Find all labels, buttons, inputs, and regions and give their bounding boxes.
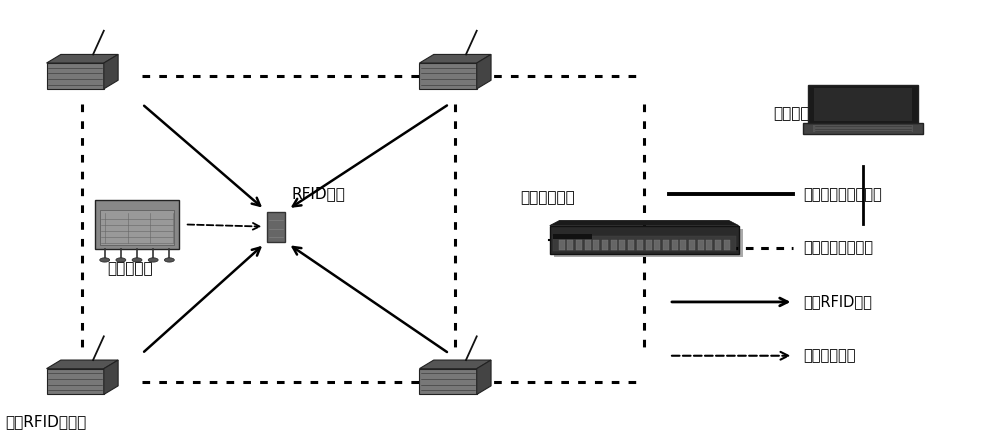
Bar: [585, 240, 591, 250]
Text: 高频RFID载波: 高频RFID载波: [803, 294, 872, 310]
Bar: [654, 240, 660, 250]
Bar: [619, 240, 625, 250]
Bar: [698, 240, 704, 250]
Bar: [706, 240, 712, 250]
Text: 以太网交换机: 以太网交换机: [520, 190, 575, 205]
Polygon shape: [477, 54, 491, 89]
Bar: [689, 240, 695, 250]
Polygon shape: [477, 360, 491, 395]
Bar: [553, 234, 592, 239]
Bar: [808, 85, 918, 123]
Polygon shape: [419, 369, 477, 395]
Bar: [637, 240, 643, 250]
Bar: [663, 240, 669, 250]
Polygon shape: [104, 360, 118, 395]
Bar: [602, 240, 608, 250]
Bar: [95, 200, 179, 249]
Circle shape: [116, 258, 126, 262]
Bar: [559, 240, 565, 250]
Bar: [814, 89, 912, 121]
Text: 超五类非屏蔽双绪线: 超五类非屏蔽双绪线: [803, 187, 882, 202]
Text: RFID标签: RFID标签: [291, 186, 345, 201]
Bar: [550, 225, 739, 253]
Bar: [611, 240, 617, 250]
Bar: [646, 240, 652, 250]
Text: 低频激活器: 低频激活器: [107, 261, 153, 276]
Bar: [554, 229, 743, 257]
Circle shape: [132, 258, 142, 262]
Polygon shape: [47, 63, 104, 89]
Bar: [267, 211, 285, 242]
Bar: [628, 240, 634, 250]
Polygon shape: [419, 54, 491, 63]
Text: 超五类屏蔽双绪线: 超五类屏蔽双绪线: [803, 241, 873, 255]
Bar: [680, 240, 686, 250]
Circle shape: [100, 258, 110, 262]
Bar: [100, 210, 174, 245]
Bar: [576, 240, 582, 250]
Text: 低频连续脉冲: 低频连续脉冲: [803, 348, 856, 363]
Polygon shape: [47, 369, 104, 395]
Bar: [724, 240, 730, 250]
Bar: [593, 240, 599, 250]
Bar: [672, 240, 678, 250]
Circle shape: [164, 258, 174, 262]
Polygon shape: [419, 360, 491, 369]
Text: 全向RFID传感器: 全向RFID传感器: [5, 414, 86, 429]
Polygon shape: [419, 63, 477, 89]
Bar: [567, 240, 573, 250]
Polygon shape: [550, 220, 739, 225]
Text: 定位服务器: 定位服务器: [773, 106, 819, 121]
Bar: [803, 123, 923, 134]
Polygon shape: [47, 360, 118, 369]
Circle shape: [148, 258, 158, 262]
Bar: [715, 240, 721, 250]
Polygon shape: [47, 54, 118, 63]
Polygon shape: [104, 54, 118, 89]
Bar: [813, 125, 913, 133]
Bar: [553, 236, 736, 252]
